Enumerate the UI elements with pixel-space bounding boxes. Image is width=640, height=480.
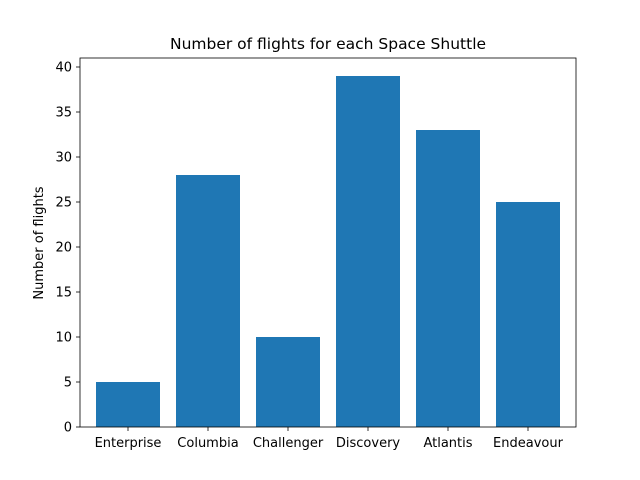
bar-enterprise: [96, 382, 160, 427]
plot-frame: [79, 57, 577, 428]
y-tick-label: 15: [55, 286, 72, 301]
y-tick-label: 30: [55, 151, 72, 166]
x-tick-label: Endeavour: [493, 436, 564, 451]
bar-atlantis: [416, 130, 480, 427]
x-tick-label: Atlantis: [423, 436, 472, 451]
x-tick-label: Enterprise: [95, 436, 162, 451]
y-tick-label: 40: [55, 61, 72, 76]
y-ticks: 0 5 10 15 20 25 30 35 40: [55, 61, 80, 436]
y-tick-label: 0: [64, 421, 72, 436]
bar-columbia: [176, 175, 240, 427]
x-tick-label: Challenger: [253, 436, 324, 451]
x-ticks: Enterprise Columbia Challenger Discovery Atl…: [95, 427, 564, 451]
y-tick-label: 5: [64, 376, 72, 391]
bars-layer: [96, 76, 560, 427]
y-tick-label: 20: [55, 241, 72, 256]
bar-discovery: [336, 76, 400, 427]
x-tick-label: Discovery: [336, 436, 401, 451]
y-tick-label: 35: [55, 106, 72, 121]
bar-endeavour: [496, 202, 560, 427]
bar-challenger: [256, 337, 320, 427]
chart-title: Number of flights for each Space Shuttle: [170, 35, 486, 53]
y-tick-label: 25: [55, 196, 72, 211]
y-tick-label: 10: [55, 331, 72, 346]
y-axis-label: Number of flights: [32, 186, 47, 299]
x-tick-label: Columbia: [177, 436, 238, 451]
